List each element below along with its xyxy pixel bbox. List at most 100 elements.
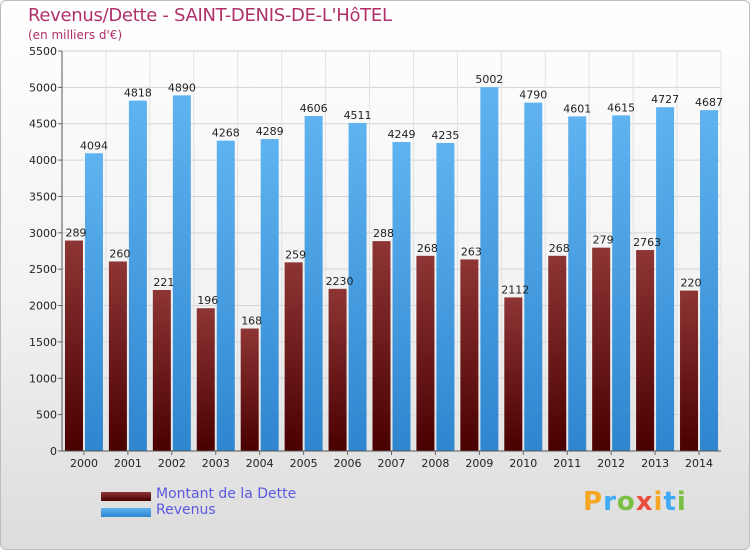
- x-tick-label: 2008: [421, 457, 449, 470]
- data-label-dette: 260: [109, 247, 130, 260]
- x-tick-label: 2011: [553, 457, 581, 470]
- bar-dette: [592, 247, 611, 451]
- data-label-revenus: 4890: [168, 81, 196, 94]
- bar-revenus: [436, 143, 455, 451]
- bar-revenus: [216, 140, 235, 451]
- x-tick-label: 2002: [158, 457, 186, 470]
- logo-letter: i: [653, 487, 664, 517]
- y-tick-label: 2500: [29, 263, 57, 276]
- bar-dette: [504, 297, 523, 451]
- y-tick-label: 1000: [29, 372, 57, 385]
- y-tick-label: 3000: [29, 227, 57, 240]
- x-tick-label: 2009: [465, 457, 493, 470]
- bar-revenus: [524, 102, 543, 452]
- bar-revenus: [700, 110, 719, 452]
- data-label-dette: 2230: [326, 275, 354, 288]
- x-tick-label: 2012: [597, 457, 625, 470]
- bar-dette: [284, 262, 303, 451]
- bar-revenus: [84, 153, 103, 451]
- bar-revenus: [392, 141, 411, 451]
- data-label-revenus: 4601: [563, 102, 591, 115]
- bar-revenus: [656, 107, 675, 451]
- chart-title: Revenus/Dette - SAINT-DENIS-DE-L'HôTEL: [28, 5, 392, 26]
- bar-dette: [152, 289, 171, 451]
- logo-letter: t: [663, 487, 677, 517]
- data-label-dette: 2763: [633, 236, 661, 249]
- bar-dette: [680, 290, 699, 451]
- y-tick-label: 5500: [29, 45, 57, 58]
- data-label-dette: 268: [549, 242, 570, 255]
- x-tick-label: 2010: [509, 457, 537, 470]
- bar-revenus: [260, 139, 279, 451]
- legend-swatch-dette: [101, 492, 151, 501]
- x-tick-label: 2003: [202, 457, 230, 470]
- logo-letter: r: [603, 487, 617, 517]
- y-tick-label: 1500: [29, 336, 57, 349]
- data-label-revenus: 4289: [256, 125, 284, 138]
- data-label-dette: 220: [681, 277, 702, 290]
- bar-dette: [108, 261, 127, 451]
- data-label-revenus: 4790: [519, 89, 547, 102]
- proxiti-logo: Proxiti: [583, 487, 687, 517]
- bar-revenus: [568, 116, 587, 451]
- y-tick-label: 2000: [29, 300, 57, 313]
- data-label-revenus: 4094: [80, 139, 108, 152]
- logo-letter: i: [676, 487, 687, 517]
- bar-revenus: [480, 87, 499, 451]
- bar-dette: [460, 259, 479, 451]
- y-tick-label: 500: [36, 409, 57, 422]
- bar-dette: [416, 255, 435, 451]
- data-label-revenus: 4511: [344, 109, 372, 122]
- data-label-dette: 279: [593, 234, 614, 247]
- bar-dette: [240, 328, 259, 451]
- x-tick-label: 2014: [685, 457, 713, 470]
- data-label-dette: 259: [285, 248, 306, 261]
- bar-dette: [636, 250, 655, 451]
- legend-swatch-revenus: [101, 508, 151, 517]
- bar-revenus: [128, 100, 147, 451]
- x-tick-label: 2000: [70, 457, 98, 470]
- y-tick-label: 5000: [29, 81, 57, 94]
- data-label-dette: 288: [373, 227, 394, 240]
- logo-letter: o: [616, 487, 636, 517]
- legend-label-dette: Montant de la Dette: [156, 486, 297, 502]
- logo-letter: P: [583, 487, 604, 517]
- data-label-revenus: 4727: [651, 93, 679, 106]
- y-tick-label: 4500: [29, 118, 57, 131]
- data-label-dette: 268: [417, 242, 438, 255]
- x-tick-label: 2001: [114, 457, 142, 470]
- data-label-revenus: 4235: [431, 129, 459, 142]
- x-tick-label: 2013: [641, 457, 669, 470]
- bar-dette: [372, 241, 391, 451]
- bar-revenus: [612, 115, 631, 451]
- bar-dette: [196, 308, 215, 451]
- logo-letter: x: [635, 487, 654, 517]
- bar-dette: [64, 240, 83, 451]
- data-label-revenus: 4818: [124, 87, 152, 100]
- data-label-dette: 221: [153, 276, 174, 289]
- x-tick-label: 2005: [290, 457, 318, 470]
- data-label-revenus: 4606: [300, 102, 328, 115]
- bar-dette: [328, 288, 347, 451]
- y-tick-label: 0: [50, 445, 57, 458]
- data-label-dette: 196: [197, 294, 218, 307]
- data-label-revenus: 5002: [475, 73, 503, 86]
- chart-subtitle: (en milliers d'€): [28, 28, 123, 42]
- data-label-dette: 263: [461, 245, 482, 258]
- bar-revenus: [348, 122, 367, 451]
- data-label-dette: 168: [241, 315, 262, 328]
- x-tick-label: 2006: [334, 457, 362, 470]
- y-tick-label: 3500: [29, 190, 57, 203]
- data-label-revenus: 4249: [388, 128, 416, 141]
- data-label-revenus: 4268: [212, 127, 240, 140]
- y-tick-label: 4000: [29, 154, 57, 167]
- data-label-dette: 289: [65, 227, 86, 240]
- x-tick-label: 2007: [378, 457, 406, 470]
- bar-revenus: [172, 95, 191, 451]
- x-tick-label: 2004: [246, 457, 274, 470]
- bar-revenus: [304, 116, 323, 451]
- data-label-revenus: 4687: [695, 96, 723, 109]
- data-label-dette: 2112: [501, 283, 529, 296]
- bar-dette: [548, 255, 567, 451]
